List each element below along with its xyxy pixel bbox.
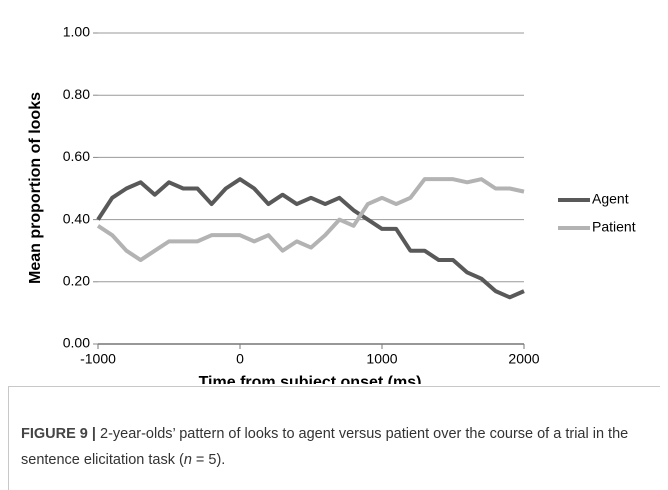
x-tick-label: -1000 xyxy=(80,351,116,367)
x-tick-label: 2000 xyxy=(508,351,539,367)
y-axis-label: Mean proportion of looks xyxy=(27,92,44,284)
caption-label: FIGURE 9 | xyxy=(21,426,96,442)
caption: FIGURE 9 | 2-year-olds’ pattern of looks… xyxy=(8,386,660,490)
y-tick-label: 0.80 xyxy=(63,86,90,102)
caption-italic: n xyxy=(183,452,192,468)
y-tick-label: 0.40 xyxy=(63,210,90,226)
y-tick-label: 0.60 xyxy=(63,148,90,164)
x-axis-label: Time from subject onset (ms) xyxy=(199,374,422,384)
series-line xyxy=(96,177,525,300)
caption-tail: = 5). xyxy=(195,452,226,468)
y-tick-label: 0.00 xyxy=(63,335,90,351)
y-tick-label: 1.00 xyxy=(63,24,90,40)
legend-label: Agent xyxy=(592,191,629,207)
caption-text: 2-year-olds’ pattern of looks to agent v… xyxy=(21,426,629,468)
series-line xyxy=(96,177,525,263)
x-tick-label: 1000 xyxy=(366,351,397,367)
chart: Time from subject onset (ms) Mean propor… xyxy=(27,24,636,384)
legend-label: Patient xyxy=(592,219,636,235)
y-tick-label: 0.20 xyxy=(63,273,90,289)
x-tick-label: 0 xyxy=(236,351,244,367)
